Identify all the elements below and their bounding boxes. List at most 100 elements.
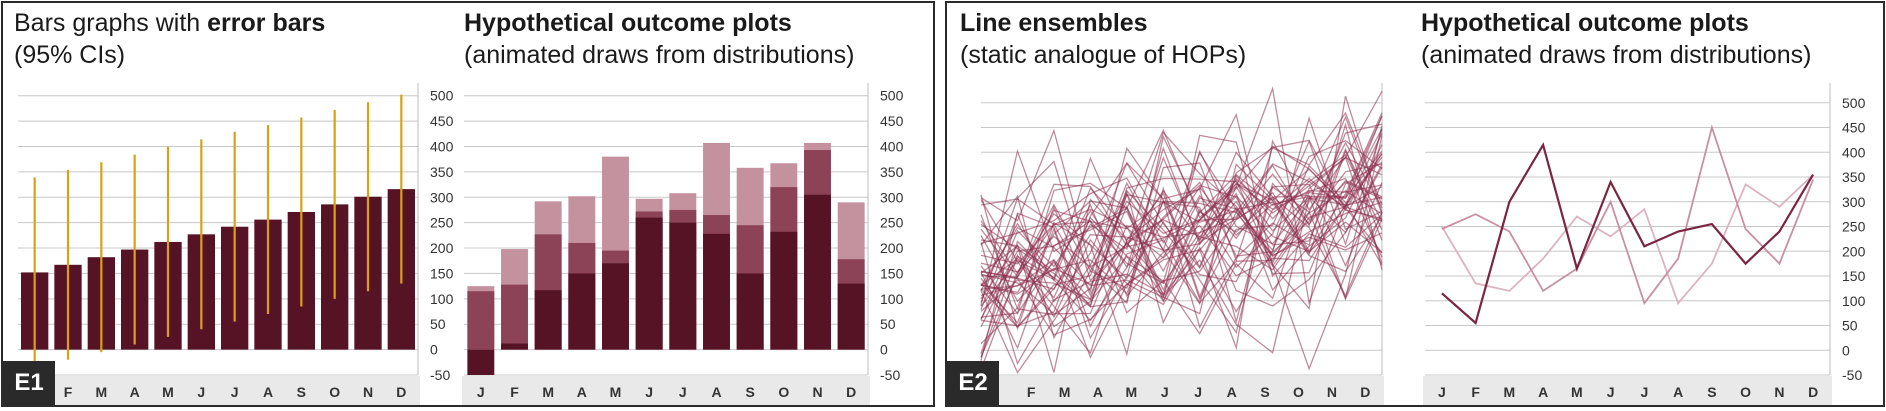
x-tick-label: A bbox=[1673, 384, 1683, 400]
y-tick-label: 250 bbox=[430, 215, 454, 231]
x-tick-label: O bbox=[1740, 384, 1751, 400]
x-tick-label: A bbox=[1093, 384, 1103, 400]
hop-bar bbox=[736, 273, 764, 350]
y-tick-label: 500 bbox=[430, 88, 454, 104]
chart2-title: Hypothetical outcome plots bbox=[464, 9, 792, 37]
chart2-hop-bars: -50 0 50 100 150 200 250 300 350 400 450 500 J F M A M J J… bbox=[462, 83, 904, 405]
y-tick-label: 400 bbox=[880, 138, 904, 154]
y-tick-label: 450 bbox=[880, 113, 904, 129]
x-tick-label: A bbox=[711, 384, 721, 400]
y-tick-label: 500 bbox=[880, 88, 904, 104]
x-tick-label: D bbox=[1808, 384, 1818, 400]
ensemble-line bbox=[980, 122, 1383, 329]
ensemble-line bbox=[980, 95, 1383, 328]
hop-bar bbox=[467, 291, 495, 350]
x-tick-label: D bbox=[846, 384, 856, 400]
x-tick-label: M bbox=[95, 384, 107, 400]
y-tick-label: 350 bbox=[430, 164, 454, 180]
y-tick-label: 150 bbox=[1842, 268, 1866, 284]
y-tick-label: 100 bbox=[430, 291, 454, 307]
y-tick-label: 0 bbox=[430, 342, 438, 358]
x-axis-band bbox=[462, 376, 870, 405]
x-tick-label: N bbox=[363, 384, 373, 400]
y-tick-label: 500 bbox=[1842, 95, 1866, 111]
x-tick-label: F bbox=[1027, 384, 1036, 400]
x-tick-label: A bbox=[1538, 384, 1548, 400]
x-tick-label: J bbox=[477, 384, 485, 400]
ensemble-line bbox=[980, 177, 1383, 335]
x-tick-label: N bbox=[1327, 384, 1337, 400]
x-tick-label: M bbox=[1571, 384, 1583, 400]
x-tick-label: D bbox=[1360, 384, 1370, 400]
y-tick-label: 400 bbox=[430, 138, 454, 154]
chart3-subtitle: (static analogue of HOPs) bbox=[960, 41, 1247, 69]
hop-bar bbox=[669, 222, 697, 350]
panel-tag-e1: E1 bbox=[3, 361, 55, 405]
hop-bar bbox=[534, 290, 562, 350]
x-tick-label: J bbox=[1438, 384, 1446, 400]
y-tick-label: 150 bbox=[430, 265, 454, 281]
x-tick-label: N bbox=[1774, 384, 1784, 400]
chart2-subtitle: (animated draws from distributions) bbox=[464, 41, 855, 69]
hop-bar bbox=[568, 273, 596, 350]
y-tick-label: 200 bbox=[430, 240, 454, 256]
hop-line bbox=[1441, 124, 1814, 306]
x-tick-label: F bbox=[1471, 384, 1480, 400]
x-axis-band bbox=[1423, 376, 1832, 405]
x-tick-label: A bbox=[1227, 384, 1237, 400]
y-tick-label: 400 bbox=[1842, 144, 1866, 160]
x-tick-label: J bbox=[1640, 384, 1648, 400]
x-tick-label: A bbox=[263, 384, 273, 400]
ensemble-line bbox=[980, 150, 1383, 354]
x-tick-label: D bbox=[396, 384, 406, 400]
y-tick-label: 50 bbox=[880, 316, 896, 332]
x-axis-band bbox=[979, 376, 1384, 405]
x-tick-label: F bbox=[510, 384, 519, 400]
y-tick-label: 150 bbox=[880, 265, 904, 281]
ensemble-line bbox=[980, 146, 1383, 340]
x-tick-label: S bbox=[745, 384, 754, 400]
x-tick-label: A bbox=[577, 384, 587, 400]
panel-tag-e2: E2 bbox=[947, 361, 999, 405]
x-tick-label: J bbox=[679, 384, 687, 400]
x-tick-label: J bbox=[645, 384, 653, 400]
y-tick-label: 0 bbox=[1842, 342, 1850, 358]
y-tick-label: 300 bbox=[1842, 194, 1866, 210]
x-tick-label: O bbox=[329, 384, 340, 400]
x-tick-label: J bbox=[1607, 384, 1615, 400]
y-tick-label: 300 bbox=[430, 189, 454, 205]
x-tick-label: S bbox=[297, 384, 306, 400]
hop-bar bbox=[501, 284, 528, 350]
chart1-subtitle: (95% CIs) bbox=[14, 41, 126, 69]
hop-line bbox=[1441, 142, 1815, 325]
x-tick-label: J bbox=[197, 384, 205, 400]
ensemble-line bbox=[980, 129, 1383, 355]
hop-bar bbox=[703, 233, 730, 350]
x-tick-label: J bbox=[231, 384, 239, 400]
y-tick-label: 300 bbox=[880, 189, 904, 205]
chart3-title: Line ensembles bbox=[960, 9, 1148, 37]
y-tick-label: 250 bbox=[1842, 219, 1866, 235]
x-tick-label: S bbox=[1260, 384, 1269, 400]
hop-bar bbox=[635, 217, 663, 350]
y-tick-label: 50 bbox=[430, 316, 446, 332]
hop-bar bbox=[501, 343, 528, 350]
x-axis-band bbox=[16, 376, 420, 405]
y-tick-label: 450 bbox=[1842, 120, 1866, 136]
ensemble-line bbox=[980, 133, 1383, 306]
hop-bar bbox=[804, 194, 831, 350]
y-tick-label: 200 bbox=[880, 240, 904, 256]
ensemble-line bbox=[980, 139, 1383, 370]
ensemble-line bbox=[980, 151, 1383, 322]
x-tick-label: M bbox=[1504, 384, 1516, 400]
hop-bar bbox=[467, 349, 495, 375]
y-tick-label: 350 bbox=[880, 164, 904, 180]
ensemble-line bbox=[980, 163, 1383, 315]
chart1-bar-error: -50 0 50 100 150 200 250 300 350 400 450 500 F M A M J J A… bbox=[16, 83, 454, 405]
x-tick-label: M bbox=[610, 384, 622, 400]
x-tick-label: O bbox=[1293, 384, 1304, 400]
ensemble-line bbox=[980, 111, 1383, 329]
hop-bar bbox=[770, 231, 798, 350]
ensemble-line bbox=[980, 112, 1383, 371]
